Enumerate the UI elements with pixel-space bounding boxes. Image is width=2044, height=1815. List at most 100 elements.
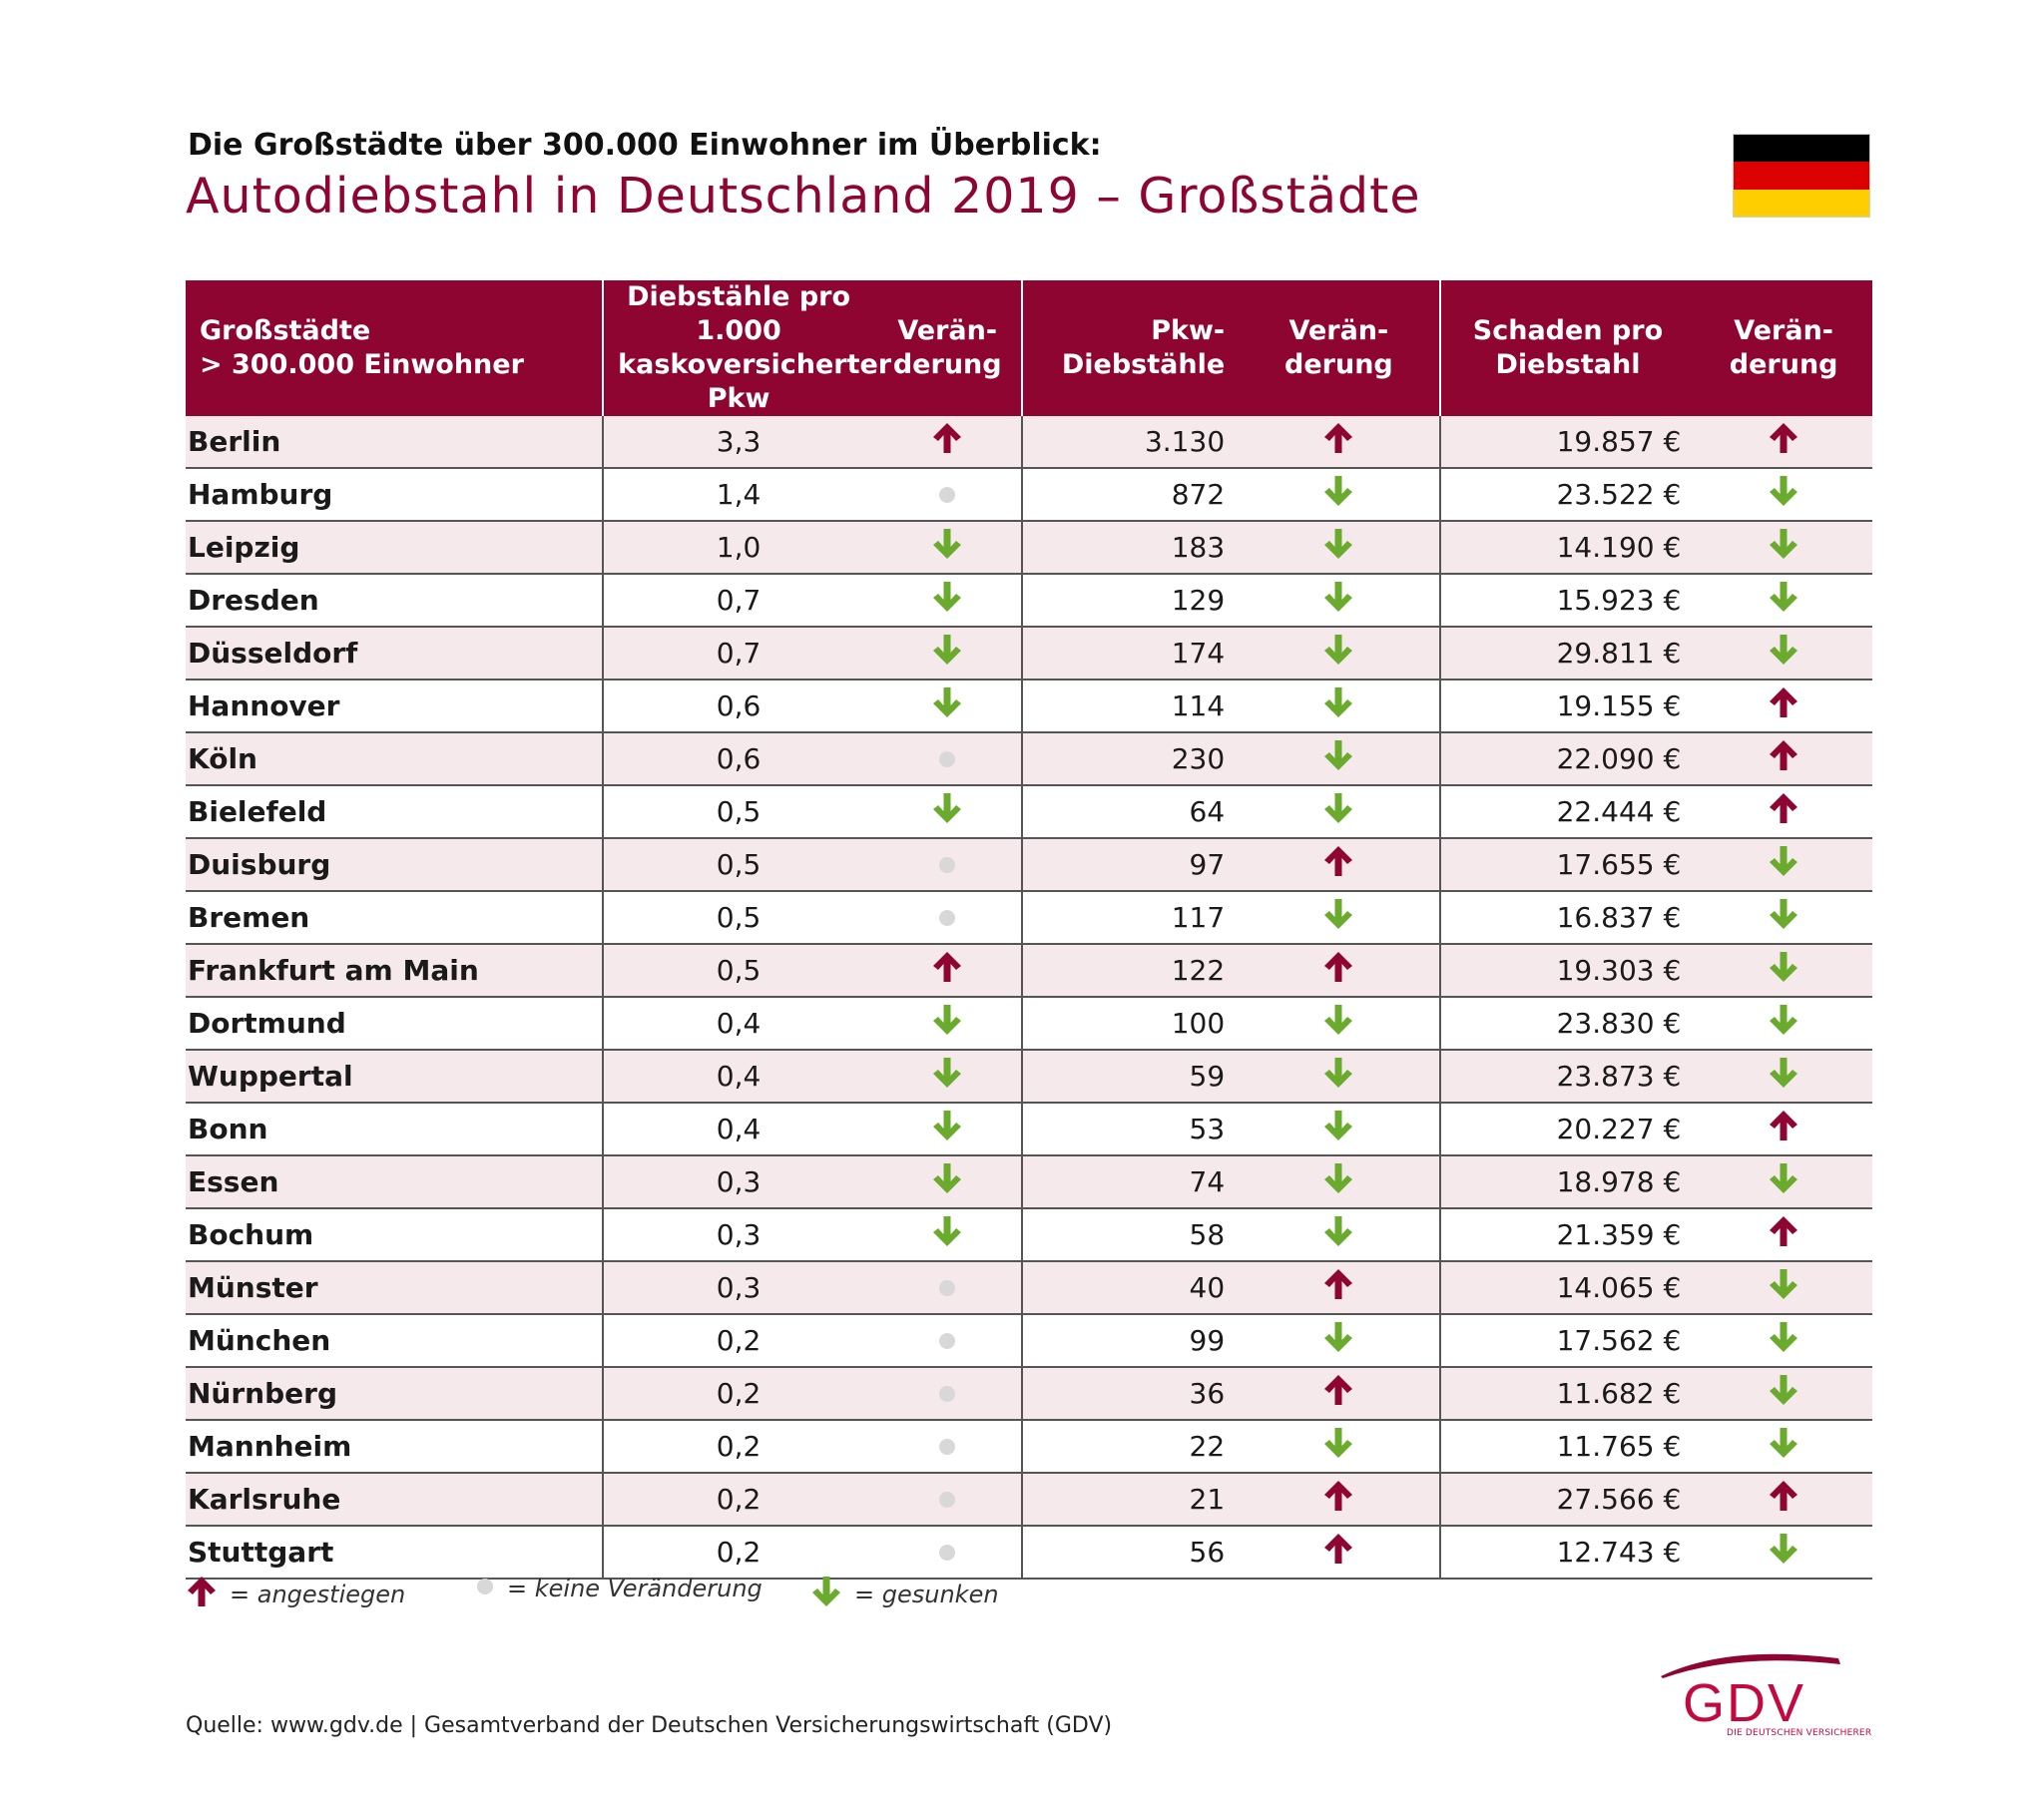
- thefts-trend-cell: [1239, 1050, 1440, 1104]
- rate-cell: 1,0: [602, 521, 873, 575]
- header-line: Diebstähle pro 1.000: [627, 281, 851, 346]
- thefts-trend-cell: [1239, 732, 1440, 786]
- city-cell: Düsseldorf: [186, 627, 604, 681]
- rate-cell: 1,4: [602, 468, 873, 522]
- header-line: derung: [892, 349, 1002, 380]
- page-title: Autodiebstahl in Deutschland 2019 – Groß…: [186, 168, 1421, 225]
- thefts-cell: 114: [1021, 680, 1240, 733]
- arrow-down-icon: [1768, 1056, 1799, 1097]
- rate-cell: 0,2: [602, 1526, 873, 1580]
- thefts-cell: 183: [1021, 521, 1240, 575]
- thefts-cell: 122: [1021, 944, 1240, 998]
- damage-cell: 21.359 €: [1438, 1208, 1696, 1262]
- header-line: Diebstähle: [1061, 349, 1226, 380]
- rate-cell: 0,5: [602, 891, 873, 945]
- damage-cell: 19.303 €: [1438, 944, 1696, 998]
- rate-trend-cell: [872, 1050, 1023, 1104]
- header-line: derung: [1284, 349, 1393, 380]
- arrow-down-icon: [1768, 1003, 1799, 1044]
- damage-cell: 19.857 €: [1438, 416, 1696, 469]
- damage-cell: 23.830 €: [1438, 997, 1696, 1051]
- arrow-down-icon: [1322, 580, 1354, 621]
- header-col-thefts-trend: Verän-derung: [1239, 280, 1440, 416]
- dot-icon: [937, 1325, 957, 1358]
- legend-item-down: = gesunken: [810, 1575, 999, 1614]
- rate-trend-cell: [872, 1261, 1023, 1315]
- flag-stripe-gold: [1734, 189, 1869, 217]
- thefts-trend-cell: [1239, 1261, 1440, 1315]
- rate-trend-cell: [872, 838, 1023, 892]
- legend-label-down: = gesunken: [854, 1581, 999, 1608]
- thefts-cell: 174: [1021, 627, 1240, 681]
- arrow-down-icon: [1322, 1003, 1354, 1044]
- arrow-down-icon: [1322, 791, 1354, 832]
- city-cell: Frankfurt am Main: [186, 944, 604, 998]
- rate-cell: 0,5: [602, 838, 873, 892]
- theft-table: Großstädte > 300.000 Einwohner Diebstähle …: [186, 280, 1872, 1580]
- thefts-trend-cell: [1239, 1208, 1440, 1262]
- arrow-up-icon: [1322, 844, 1354, 885]
- page-subtitle: Die Großstädte über 300.000 Einwohner im…: [188, 128, 1102, 163]
- thefts-trend-cell: [1239, 680, 1440, 733]
- arrow-down-icon: [931, 1214, 963, 1255]
- damage-trend-cell: [1695, 627, 1872, 681]
- legend-item-same: = keine Veränderung: [475, 1575, 763, 1602]
- damage-trend-cell: [1695, 838, 1872, 892]
- table-row: Leipzig 1,0 183 14.190 €: [186, 521, 1872, 575]
- rate-trend-cell: [872, 1420, 1023, 1474]
- thefts-trend-cell: [1239, 468, 1440, 522]
- city-cell: Duisburg: [186, 838, 604, 892]
- thefts-cell: 97: [1021, 838, 1240, 892]
- table-row: Düsseldorf 0,7 174 29.811 €: [186, 627, 1872, 681]
- arrow-down-icon: [1322, 1161, 1354, 1202]
- city-cell: Münster: [186, 1261, 604, 1315]
- damage-trend-cell: [1695, 416, 1872, 469]
- damage-cell: 23.522 €: [1438, 468, 1696, 522]
- damage-trend-cell: [1695, 732, 1872, 786]
- header-line: Diebstahl: [1495, 349, 1641, 380]
- damage-cell: 14.065 €: [1438, 1261, 1696, 1315]
- damage-cell: 22.444 €: [1438, 785, 1696, 839]
- rate-trend-cell: [872, 627, 1023, 681]
- table-row: Hamburg 1,4 872 23.522 €: [186, 468, 1872, 522]
- damage-trend-cell: [1695, 1473, 1872, 1527]
- arrow-up-icon: [1768, 791, 1799, 832]
- header-line: Verän-: [897, 315, 998, 346]
- rate-cell: 0,2: [602, 1314, 873, 1368]
- table-row: Wuppertal 0,4 59 23.873 €: [186, 1050, 1872, 1104]
- arrow-down-icon: [1768, 580, 1799, 621]
- rate-cell: 0,3: [602, 1261, 873, 1315]
- dot-icon: [937, 902, 957, 935]
- rate-trend-cell: [872, 732, 1023, 786]
- city-cell: München: [186, 1314, 604, 1368]
- arrow-up-icon: [1322, 1373, 1354, 1414]
- thefts-trend-cell: [1239, 944, 1440, 998]
- city-cell: Essen: [186, 1155, 604, 1209]
- header-col-thefts: Pkw- Diebstähle: [1021, 280, 1240, 416]
- arrow-up-icon: [931, 421, 963, 462]
- arrow-down-icon: [931, 1109, 963, 1149]
- damage-trend-cell: [1695, 1155, 1872, 1209]
- arrow-down-icon: [1322, 897, 1354, 938]
- arrow-down-icon: [1322, 685, 1354, 726]
- header-line: derung: [1729, 349, 1838, 380]
- thefts-trend-cell: [1239, 521, 1440, 575]
- dot-icon: [937, 849, 957, 882]
- rate-cell: 0,7: [602, 574, 873, 628]
- logo-tagline: DIE DEUTSCHEN VERSICHERER: [1727, 1728, 1872, 1738]
- thefts-cell: 99: [1021, 1314, 1240, 1368]
- dot-icon: [937, 1431, 957, 1464]
- header-line: Verän-: [1288, 315, 1389, 346]
- arrow-up-icon: [1322, 1532, 1354, 1573]
- damage-trend-cell: [1695, 574, 1872, 628]
- damage-cell: 22.090 €: [1438, 732, 1696, 786]
- source-note: Quelle: www.gdv.de | Gesamtverband der D…: [186, 1713, 1113, 1738]
- rate-trend-cell: [872, 1367, 1023, 1421]
- rate-cell: 0,4: [602, 1103, 873, 1156]
- rate-cell: 0,5: [602, 785, 873, 839]
- damage-trend-cell: [1695, 1261, 1872, 1315]
- damage-trend-cell: [1695, 1526, 1872, 1580]
- arrow-up-icon: [1768, 421, 1799, 462]
- thefts-cell: 100: [1021, 997, 1240, 1051]
- city-cell: Stuttgart: [186, 1526, 604, 1580]
